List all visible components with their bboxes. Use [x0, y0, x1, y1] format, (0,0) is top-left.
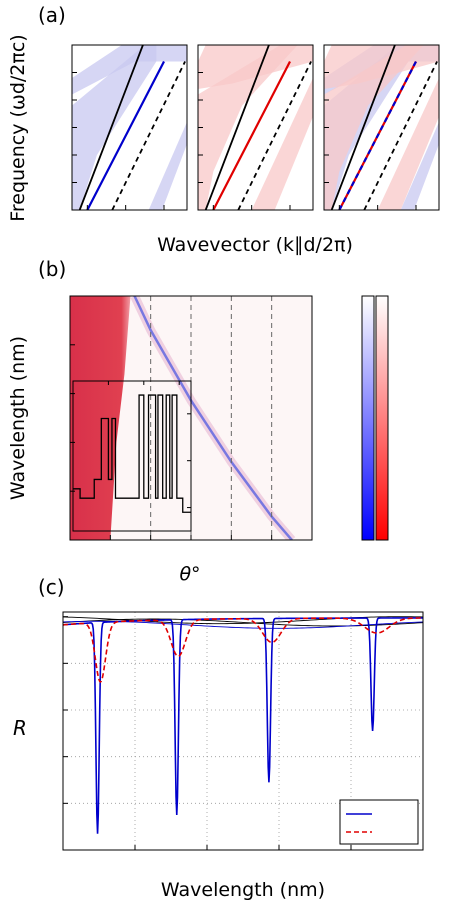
- colorbar-tm: [375, 295, 389, 541]
- panel-label-c: (c): [38, 575, 65, 599]
- panel-b-heatmap: [69, 295, 389, 541]
- light-line-dashed: [237, 61, 312, 210]
- panel-a-dispersion: [71, 44, 440, 211]
- guided-mode-te: [86, 60, 165, 210]
- panel-label-b: (b): [38, 257, 66, 281]
- tm-band-1: [324, 45, 424, 210]
- guided-mode-te: [338, 60, 417, 210]
- panel-b-xlabel: θ°: [179, 563, 200, 585]
- te-band-2: [400, 122, 439, 210]
- legend-box: [339, 799, 419, 845]
- te-band-2: [148, 122, 187, 210]
- light-line-solid: [330, 45, 396, 210]
- panel-c-xlabel: Wavelength (nm): [161, 879, 325, 901]
- light-line-dashed: [111, 61, 186, 210]
- te-band-0: [72, 45, 187, 95]
- panel-a-xlabel: Wavevector (k∥d/2π): [157, 234, 353, 256]
- colorbar-te: [361, 295, 375, 541]
- inset-frame: [72, 380, 192, 532]
- tm-band-1: [198, 45, 298, 210]
- te-dip-curve: [133, 296, 293, 540]
- subplot-3-content: [324, 45, 439, 210]
- inset-profile: [73, 394, 191, 513]
- panel-b-ylabel: Wavelength (nm): [7, 336, 29, 500]
- plot-frame: [62, 611, 424, 851]
- te-band-1: [72, 45, 157, 210]
- panel-c-reflectance: [62, 611, 424, 851]
- panel-c-ylabel: R: [13, 716, 27, 740]
- te-band-1: [324, 45, 409, 210]
- subplot-2-content: [198, 45, 313, 210]
- light-line-dashed: [363, 61, 438, 210]
- tm-band-2: [377, 78, 439, 210]
- panel-a-ylabel: Frequency (ωd/2πc): [7, 34, 29, 221]
- panel-label-a: (a): [38, 3, 66, 27]
- tm-band-2: [251, 78, 313, 210]
- light-line-solid: [204, 45, 270, 210]
- light-line-solid: [78, 45, 144, 210]
- reflectance-curves: [63, 616, 423, 834]
- series-tm-line: [63, 617, 423, 684]
- guided-mode-tm: [212, 60, 291, 210]
- subplot-1-content: [72, 45, 187, 210]
- red-region: [70, 296, 131, 540]
